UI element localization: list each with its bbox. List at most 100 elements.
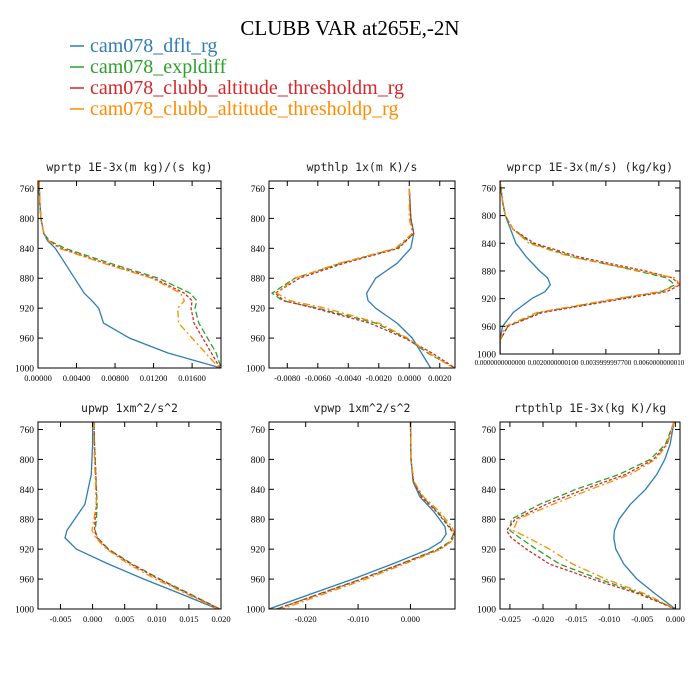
series-line (38, 181, 221, 368)
x-tick-label: 0.000 (666, 614, 685, 624)
panels: wprtp 1E-3x(m kg)/(s kg) 760 800 840 880 920 9… (15, 160, 685, 624)
y-tick-label: 800 (251, 456, 266, 466)
y-tick-label: 760 (482, 426, 497, 436)
x-tick-label: 0.015 (179, 614, 198, 624)
x-tick-label: 0.0060000000010 (633, 359, 684, 367)
figure-title: CLUBB VAR at265E,-2N (240, 16, 459, 40)
panel: vpwp 1xm^2/s^2 760 800 840 880 920 960 1000 -0.0… (246, 401, 456, 624)
y-tick-label: 880 (482, 516, 497, 526)
series-group (505, 422, 676, 609)
y-tick-label: 800 (20, 456, 35, 466)
x-tick-label: 0.01200 (140, 373, 168, 383)
y-tick-label: 1000 (477, 351, 496, 361)
y-tick-label: 1000 (15, 365, 34, 375)
y-tick-label: 880 (251, 275, 266, 285)
panel-title: vpwp 1xm^2/s^2 (314, 401, 411, 415)
y-tick-label: 840 (20, 486, 35, 496)
series-group (500, 181, 680, 354)
legend-label: cam078_expldiff (90, 56, 227, 78)
series-line (365, 188, 432, 368)
series-line (38, 181, 220, 368)
x-tick-label: -0.010 (598, 614, 620, 624)
x-tick-label: -0.005 (49, 614, 71, 624)
panel-title: rtpthlp 1E-3x(kg K)/kg (514, 401, 666, 415)
plot-frame (268, 421, 456, 610)
y-tick-label: 960 (251, 576, 266, 586)
y-tick-label: 800 (20, 215, 35, 225)
y-tick-label: 840 (251, 245, 266, 255)
y-tick-label: 960 (20, 576, 35, 586)
series-line (509, 422, 676, 609)
y-tick-label: 960 (251, 335, 266, 345)
x-tick-label: 0.00400 (63, 373, 91, 383)
series-line (38, 181, 221, 368)
panel: wprcp 1E-3x(m/s) (kg/kg) 760 800 840 880 920 9… (475, 160, 685, 367)
y-tick-label: 920 (20, 305, 35, 315)
x-tick-label: 0.000 (401, 614, 420, 624)
y-tick-label: 840 (251, 486, 266, 496)
y-tick-label: 960 (482, 576, 497, 586)
y-tick-label: 1000 (477, 606, 496, 616)
y-tick-label: 1000 (15, 606, 34, 616)
y-tick-label: 800 (482, 456, 497, 466)
x-tick-label: 0.010 (147, 614, 166, 624)
x-tick-label: -0.025 (499, 614, 521, 624)
plot-frame (499, 180, 681, 355)
plot-frame (499, 421, 681, 610)
x-tick-label: 0.00800 (101, 373, 129, 383)
plot-frame (37, 180, 222, 369)
panel-title: wprcp 1E-3x(m/s) (kg/kg) (507, 160, 673, 174)
series-line (64, 422, 219, 609)
panel: wpthlp 1x(m K)/s 760 800 840 880 920 960 1000 -0… (246, 160, 456, 383)
x-tick-label: -0.020 (295, 614, 317, 624)
series-line (500, 181, 680, 354)
plot-frame (268, 180, 456, 369)
plot-frame (37, 421, 222, 610)
panel-title: wpthlp 1x(m K)/s (307, 160, 418, 174)
x-tick-label: 0.005 (115, 614, 134, 624)
y-tick-label: 880 (482, 267, 497, 277)
series-line (274, 188, 455, 368)
x-tick-label: 0.0020 (428, 373, 451, 383)
y-tick-label: 1000 (246, 606, 265, 616)
x-tick-label: 0.000 (83, 614, 102, 624)
legend-label: cam078_clubb_altitude_thresholdp_rg (90, 98, 398, 120)
x-tick-label: 0.020 (211, 614, 230, 624)
legend-label: cam078_clubb_altitude_thresholdm_rg (90, 77, 404, 99)
x-tick-label: 0.01600 (178, 373, 206, 383)
y-tick-label: 920 (482, 546, 497, 556)
y-tick-label: 840 (20, 245, 35, 255)
legend-label: cam078_dflt_rg (90, 35, 217, 57)
x-tick-label: -0.020 (532, 614, 554, 624)
x-tick-label: 0.00000 (24, 373, 52, 383)
legend-item: cam078_clubb_altitude_thresholdm_rg (70, 77, 404, 99)
panel-title: wprtp 1E-3x(m kg)/(s kg) (46, 160, 212, 174)
y-tick-label: 840 (482, 486, 497, 496)
series-line (93, 422, 220, 609)
y-tick-label: 760 (20, 426, 35, 436)
panel: wprtp 1E-3x(m kg)/(s kg) 760 800 840 880 920 9… (15, 160, 222, 383)
y-tick-label: 960 (482, 323, 497, 333)
legend: cam078_dflt_rgcam078_expldiffcam078_club… (70, 35, 404, 120)
series-line (500, 181, 680, 354)
series-line (93, 422, 220, 609)
y-tick-label: 1000 (246, 365, 265, 375)
legend-item: cam078_expldiff (70, 56, 227, 78)
x-tick-label: -0.015 (565, 614, 587, 624)
panel: upwp 1xm^2/s^2 760 800 840 880 920 960 1000 -0.0… (15, 401, 231, 624)
y-tick-label: 920 (20, 546, 35, 556)
x-tick-label: 0.0039999997700 (581, 359, 632, 367)
x-tick-label: -0.0040 (335, 373, 361, 383)
series-group (64, 422, 220, 609)
x-tick-label: -0.0020 (366, 373, 392, 383)
series-line (281, 422, 455, 609)
series-line (512, 422, 676, 609)
x-tick-label: 0.0020000000100 (528, 359, 579, 367)
series-line (500, 181, 676, 354)
x-tick-label: -0.0060 (305, 373, 331, 383)
series-group (38, 181, 221, 368)
series-line (275, 188, 454, 368)
y-tick-label: 760 (251, 185, 266, 195)
x-tick-label: -0.010 (347, 614, 369, 624)
